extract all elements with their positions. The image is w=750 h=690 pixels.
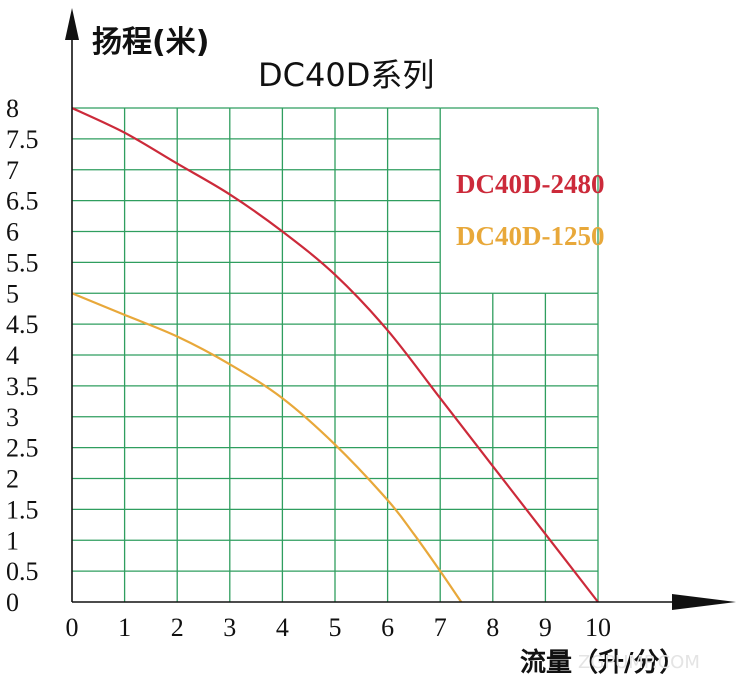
y-tick-label: 6 (6, 218, 19, 247)
y-tick-label: 4 (6, 341, 19, 370)
x-tick-label: 5 (329, 613, 342, 642)
grid (72, 107, 599, 602)
y-tick-label: 7 (6, 156, 19, 185)
x-axis-title: 流量（升/分） (520, 648, 686, 678)
y-tick-label: 1.5 (6, 495, 39, 524)
y-tick-label: 3.5 (6, 372, 39, 401)
legend-dc40d-2480: DC40D-2480 (456, 169, 605, 199)
y-tick-labels: 00.511.522.533.544.555.566.577.58 (6, 94, 39, 617)
y-tick-label: 7.5 (6, 125, 39, 154)
y-tick-label: 2.5 (6, 434, 39, 463)
y-tick-label: 1 (6, 526, 19, 555)
x-tick-label: 2 (171, 613, 184, 642)
x-tick-label: 7 (434, 613, 447, 642)
y-axis-arrow (65, 8, 79, 40)
y-tick-label: 2 (6, 465, 19, 494)
y-tick-label: 5.5 (6, 248, 39, 277)
axes (65, 8, 736, 610)
y-tick-label: 5 (6, 279, 19, 308)
x-tick-label: 0 (66, 613, 79, 642)
y-tick-label: 8 (6, 94, 19, 123)
curves (71, 107, 599, 603)
chart-title: DC40D系列 (258, 56, 434, 94)
y-tick-label: 3 (6, 403, 19, 432)
y-tick-label: 0 (6, 588, 19, 617)
y-tick-label: 0.5 (6, 557, 39, 586)
x-tick-labels: 0 1 2 3 4 5 6 7 8 9 10 (66, 613, 612, 642)
x-axis-arrow (672, 594, 736, 610)
y-tick-label: 6.5 (6, 187, 39, 216)
y-axis-title: 扬程(米) (92, 25, 209, 60)
x-tick-label: 4 (276, 613, 289, 642)
series-line-1 (71, 292, 463, 603)
x-tick-label: 8 (486, 613, 499, 642)
x-tick-label: 9 (539, 613, 552, 642)
watermark: ZGPUMP.COM (578, 652, 700, 673)
legend-dc40d-1250: DC40D-1250 (456, 221, 605, 251)
x-tick-label: 6 (381, 613, 394, 642)
x-tick-label: 3 (223, 613, 236, 642)
x-tick-label: 1 (118, 613, 131, 642)
x-tick-label: 10 (585, 613, 611, 642)
series-line-0 (71, 107, 599, 603)
y-tick-label: 4.5 (6, 310, 39, 339)
